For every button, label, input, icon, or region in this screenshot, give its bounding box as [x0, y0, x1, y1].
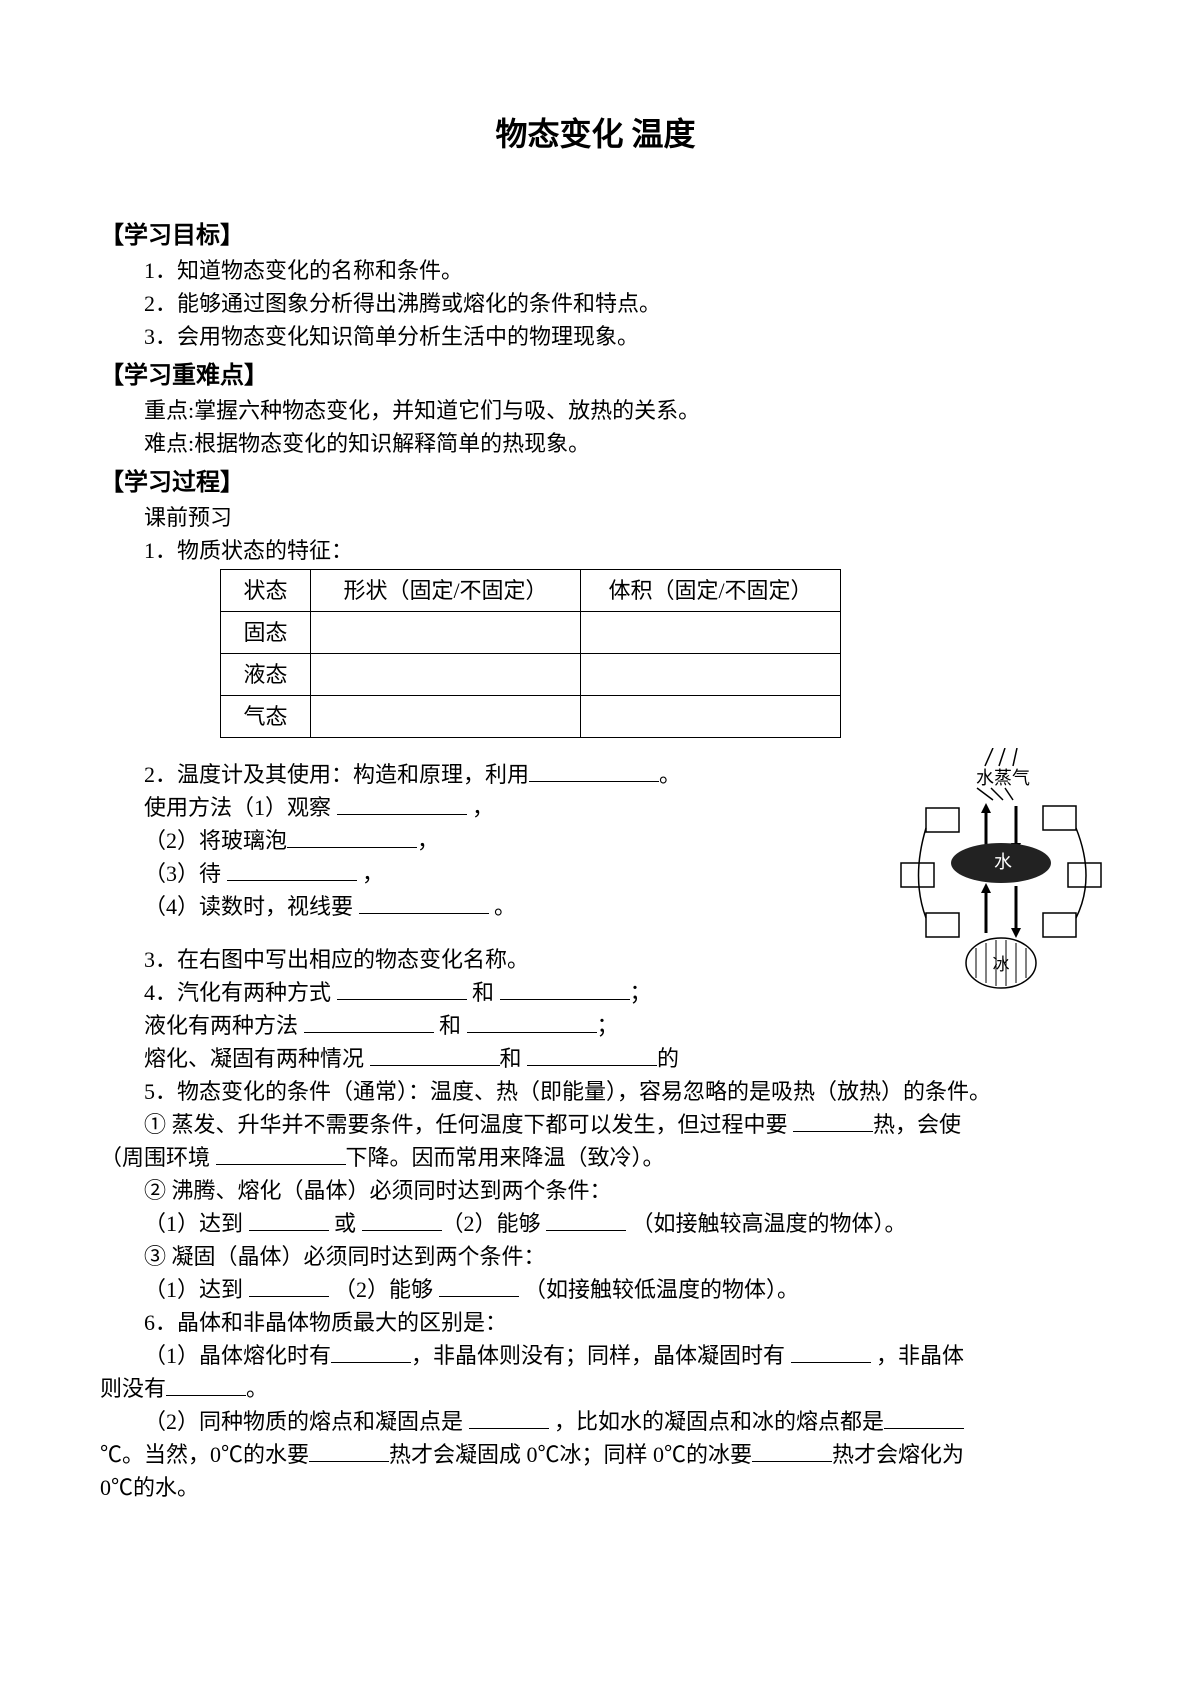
- goal-item-3: 3．会用物态变化知识简单分析生活中的物理现象。: [100, 320, 1091, 353]
- fill-blank[interactable]: [331, 1341, 411, 1363]
- q3-label: 3．在右图中写出相应的物态变化名称。: [100, 943, 820, 976]
- q6-p2: （2）同种物质的熔点和凝固点是 ，比如水的凝固点和冰的熔点都是: [100, 1405, 1091, 1438]
- cell-liquid: 液态: [221, 654, 311, 696]
- table-row: 气态: [221, 696, 841, 738]
- fill-blank[interactable]: [249, 1209, 329, 1231]
- fill-blank[interactable]: [309, 1440, 389, 1462]
- q2-line3: （2）将玻璃泡，: [100, 824, 820, 857]
- cell: [311, 612, 581, 654]
- goal-item-1: 1．知道物态变化的名称和条件。: [100, 254, 1091, 287]
- fill-blank[interactable]: [304, 1011, 434, 1033]
- phase-change-diagram: 水蒸气 水: [891, 748, 1111, 998]
- q2-line4: （3）待 ，: [100, 857, 820, 890]
- fill-blank[interactable]: [216, 1143, 346, 1165]
- cell: [581, 654, 841, 696]
- q2-line2: 使用方法（1）观察 ，: [100, 791, 820, 824]
- fill-blank[interactable]: [439, 1275, 519, 1297]
- q5-head: 5．物态变化的条件（通常）：温度、热（即能量），容易忽略的是吸热（放热）的条件。: [100, 1075, 1091, 1108]
- fill-blank[interactable]: [467, 1011, 597, 1033]
- fill-blank[interactable]: [752, 1440, 832, 1462]
- section-process-heading: 【学习过程】: [100, 465, 1091, 501]
- fill-blank[interactable]: [791, 1341, 871, 1363]
- q4-line2: 液化有两种方法 和 ；: [100, 1009, 820, 1042]
- q5-c1-cont: （周围环境 下降。因而常用来降温（致冷）。: [100, 1141, 1091, 1174]
- q6-p1-cont: 则没有。: [100, 1372, 1091, 1405]
- fill-blank[interactable]: [529, 760, 659, 782]
- section-focus-heading: 【学习重难点】: [100, 358, 1091, 394]
- cell: [581, 612, 841, 654]
- q2-line1: 2．温度计及其使用：构造和原理，利用。: [100, 758, 820, 791]
- cell: [311, 696, 581, 738]
- fill-blank[interactable]: [227, 859, 357, 881]
- focus-line: 重点:掌握六种物态变化，并知道它们与吸、放热的关系。: [100, 394, 1091, 427]
- cell-solid: 固态: [221, 612, 311, 654]
- label-vapor: 水蒸气: [976, 768, 1030, 788]
- q6-p1: （1）晶体熔化时有，非晶体则没有；同样，晶体凝固时有 ，非晶体: [100, 1339, 1091, 1372]
- fill-blank[interactable]: [166, 1374, 246, 1396]
- fill-blank[interactable]: [500, 978, 630, 1000]
- fill-blank[interactable]: [527, 1044, 657, 1066]
- q5-c1: ① 蒸发、升华并不需要条件，任何温度下都可以发生，但过程中要 热，会使: [100, 1108, 1091, 1141]
- q5-c2-sub: （1）达到 或 （2）能够 （如接触较高温度的物体）。: [100, 1207, 1091, 1240]
- table-header-row: 状态 形状（固定/不固定） 体积（固定/不固定）: [221, 570, 841, 612]
- q5-c3-sub: （1）达到 （2）能够 （如接触较低温度的物体）。: [100, 1273, 1091, 1306]
- q5-c3: ③ 凝固（晶体）必须同时达到两个条件：: [100, 1240, 1091, 1273]
- fill-blank[interactable]: [359, 892, 489, 914]
- fill-blank[interactable]: [337, 978, 467, 1000]
- q5-c2: ② 沸腾、熔化（晶体）必须同时达到两个条件：: [100, 1174, 1091, 1207]
- page-title: 物态变化 温度: [100, 110, 1091, 158]
- fill-blank[interactable]: [287, 826, 417, 848]
- diagram-svg: 水蒸气 水: [891, 748, 1111, 998]
- cell: [581, 696, 841, 738]
- fill-blank[interactable]: [793, 1110, 873, 1132]
- difficulty-line: 难点:根据物态变化的知识解释简单的热现象。: [100, 427, 1091, 460]
- q4-line1: 4．汽化有两种方式 和 ；: [100, 976, 820, 1009]
- fill-blank[interactable]: [337, 793, 467, 815]
- section-goals-heading: 【学习目标】: [100, 218, 1091, 254]
- q6-head: 6．晶体和非晶体物质最大的区别是：: [100, 1306, 1091, 1339]
- th-state: 状态: [221, 570, 311, 612]
- q6-p2-end: 0℃的水。: [100, 1471, 1091, 1504]
- fill-blank[interactable]: [469, 1407, 549, 1429]
- th-volume: 体积（固定/不固定）: [581, 570, 841, 612]
- th-shape: 形状（固定/不固定）: [311, 570, 581, 612]
- cell: [311, 654, 581, 696]
- preview-label: 课前预习: [100, 501, 1091, 534]
- states-table: 状态 形状（固定/不固定） 体积（固定/不固定） 固态 液态 气态: [220, 569, 841, 738]
- q1-label: 1．物质状态的特征：: [100, 534, 1091, 567]
- q2-line5: （4）读数时，视线要 。: [100, 890, 820, 923]
- goal-item-2: 2．能够通过图象分析得出沸腾或熔化的条件和特点。: [100, 287, 1091, 320]
- label-ice: 冰: [993, 955, 1010, 974]
- table-row: 液态: [221, 654, 841, 696]
- cell-gas: 气态: [221, 696, 311, 738]
- fill-blank[interactable]: [362, 1209, 442, 1231]
- fill-blank[interactable]: [546, 1209, 626, 1231]
- table-row: 固态: [221, 612, 841, 654]
- q4-line3: 熔化、凝固有两种情况 和 的: [100, 1042, 820, 1075]
- label-water: 水: [994, 852, 1012, 872]
- fill-blank[interactable]: [370, 1044, 500, 1066]
- fill-blank[interactable]: [884, 1407, 964, 1429]
- fill-blank[interactable]: [249, 1275, 329, 1297]
- q6-p2-cont: ℃。当然，0℃的水要热才会凝固成 0℃冰；同样 0℃的冰要热才会熔化为: [100, 1438, 1091, 1471]
